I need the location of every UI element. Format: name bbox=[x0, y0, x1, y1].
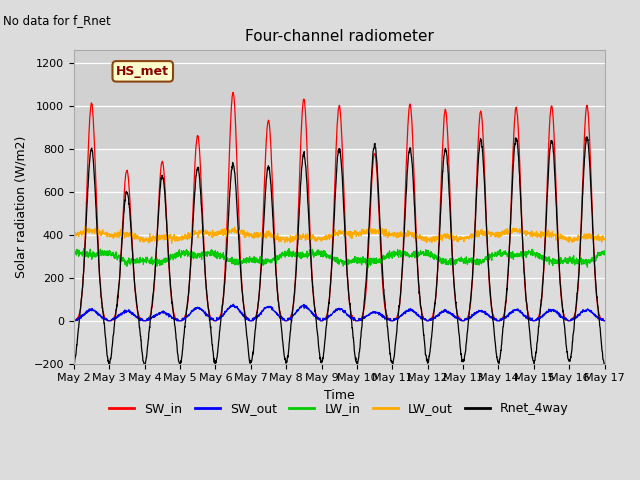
LW_out bbox=[494, 229, 502, 235]
LW_out bbox=[168, 240, 175, 246]
Rnet_4way bbox=[569, 339, 577, 345]
SW_out bbox=[554, 311, 562, 316]
LW_out bbox=[70, 232, 77, 238]
Y-axis label: Solar radiation (W/m2): Solar radiation (W/m2) bbox=[15, 135, 28, 278]
LW_in bbox=[218, 252, 226, 257]
Text: No data for f_Rnet: No data for f_Rnet bbox=[3, 14, 111, 27]
SW_in bbox=[554, 236, 562, 241]
LW_in bbox=[366, 255, 374, 261]
SW_out bbox=[70, 318, 77, 324]
LW_out bbox=[81, 224, 89, 229]
Rnet_4way bbox=[366, 203, 374, 209]
SW_out bbox=[366, 311, 374, 317]
SW_in bbox=[493, 318, 501, 324]
SW_in bbox=[355, 318, 362, 324]
X-axis label: Time: Time bbox=[324, 389, 355, 402]
Rnet_4way bbox=[601, 362, 609, 368]
LW_out bbox=[601, 236, 609, 242]
SW_in bbox=[569, 315, 577, 321]
Text: HS_met: HS_met bbox=[116, 65, 169, 78]
LW_out bbox=[355, 233, 363, 239]
SW_in bbox=[70, 318, 77, 324]
LW_in bbox=[554, 260, 562, 266]
Line: LW_in: LW_in bbox=[74, 248, 605, 267]
Rnet_4way bbox=[493, 357, 501, 362]
SW_out bbox=[230, 301, 237, 307]
Rnet_4way bbox=[177, 364, 184, 370]
LW_out bbox=[218, 231, 226, 237]
LW_out bbox=[367, 227, 374, 232]
Line: SW_out: SW_out bbox=[74, 304, 605, 321]
LW_in bbox=[70, 245, 77, 251]
SW_out bbox=[493, 318, 501, 324]
SW_in bbox=[366, 215, 374, 220]
Rnet_4way bbox=[218, 306, 226, 312]
LW_in bbox=[601, 251, 609, 256]
LW_out bbox=[554, 233, 562, 239]
Rnet_4way bbox=[70, 360, 77, 366]
LW_in bbox=[364, 264, 372, 270]
SW_out bbox=[355, 318, 362, 324]
Rnet_4way bbox=[355, 355, 362, 361]
LW_out bbox=[569, 237, 577, 242]
Rnet_4way bbox=[554, 238, 562, 244]
SW_in bbox=[229, 89, 237, 95]
LW_in bbox=[355, 258, 362, 264]
Line: SW_in: SW_in bbox=[74, 92, 605, 321]
SW_out bbox=[601, 318, 609, 324]
Bar bbox=[74, 50, 605, 149]
SW_out bbox=[218, 313, 226, 319]
SW_out bbox=[569, 316, 577, 322]
LW_in bbox=[569, 258, 577, 264]
Line: Rnet_4way: Rnet_4way bbox=[74, 137, 605, 367]
SW_in bbox=[601, 318, 609, 324]
Legend: SW_in, SW_out, LW_in, LW_out, Rnet_4way: SW_in, SW_out, LW_in, LW_out, Rnet_4way bbox=[104, 397, 574, 420]
LW_in bbox=[493, 249, 501, 254]
Rnet_4way bbox=[583, 134, 591, 140]
SW_in bbox=[218, 307, 226, 312]
Title: Four-channel radiometer: Four-channel radiometer bbox=[244, 29, 434, 44]
Line: LW_out: LW_out bbox=[74, 227, 605, 243]
